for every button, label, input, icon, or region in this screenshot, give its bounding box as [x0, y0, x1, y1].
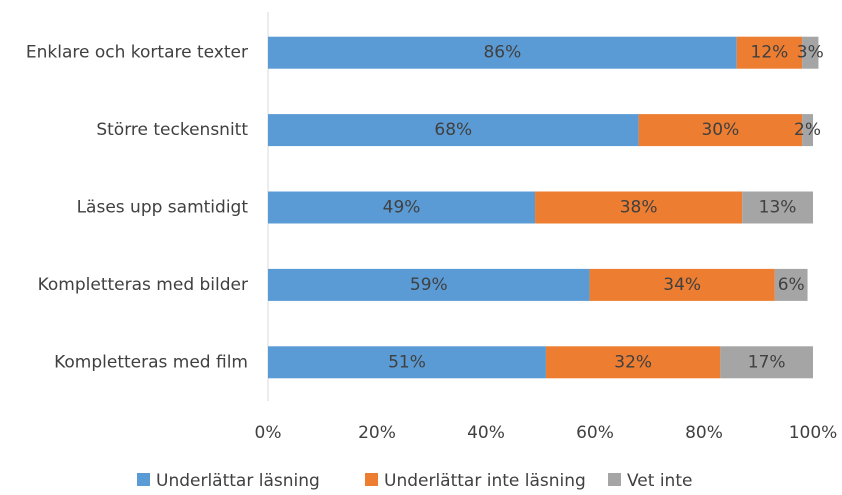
x-tick-label: 60% — [576, 423, 614, 443]
bar-segment — [742, 191, 813, 224]
y-tick-label: Större teckensnitt — [96, 120, 248, 140]
bar-segment — [720, 346, 813, 379]
x-tick-label: 80% — [685, 423, 723, 443]
bar-segment — [802, 114, 813, 147]
x-tick-label: 100% — [789, 423, 838, 443]
bar-segment — [736, 36, 803, 69]
data-label: 13% — [759, 198, 797, 218]
data-label: 59% — [410, 275, 448, 295]
data-label: 49% — [383, 198, 421, 218]
bar-segment — [638, 114, 803, 147]
data-label: 34% — [663, 275, 701, 295]
data-label: 38% — [620, 198, 658, 218]
y-tick-label: Enklare och kortare texter — [26, 43, 248, 63]
bar-segment — [268, 268, 590, 301]
bar-segment — [268, 36, 737, 69]
bar-segment — [268, 114, 639, 147]
bar-segment — [589, 268, 775, 301]
y-tick-label: Kompletteras med film — [54, 352, 248, 372]
data-label: 32% — [614, 352, 652, 372]
data-label: 51% — [388, 352, 426, 372]
y-tick-label: Kompletteras med bilder — [38, 275, 248, 295]
legend-label: Underlättar läsning — [156, 471, 320, 491]
data-label: 6% — [778, 275, 805, 295]
bar-segment — [268, 191, 536, 224]
data-label: 30% — [701, 120, 739, 140]
bar-segment — [268, 346, 546, 379]
bar-segment — [535, 191, 743, 224]
data-label: 86% — [483, 43, 521, 63]
data-label: 2% — [794, 120, 821, 140]
legend-label: Vet inte — [627, 471, 692, 491]
data-label: 12% — [751, 43, 789, 63]
bar-segment — [545, 346, 721, 379]
data-label: 68% — [434, 120, 472, 140]
bar-segment — [774, 268, 808, 301]
legend-label: Underlättar inte läsning — [384, 471, 586, 491]
x-tick-label: 20% — [358, 423, 396, 443]
legend-swatch — [608, 473, 621, 486]
x-tick-label: 40% — [467, 423, 505, 443]
legend-swatch — [137, 473, 150, 486]
data-label: 3% — [797, 43, 824, 63]
legend-swatch — [365, 473, 378, 486]
x-tick-label: 0% — [255, 423, 282, 443]
bar-segment — [802, 36, 819, 69]
y-tick-label: Läses upp samtidigt — [77, 198, 249, 218]
data-label: 17% — [748, 352, 786, 372]
